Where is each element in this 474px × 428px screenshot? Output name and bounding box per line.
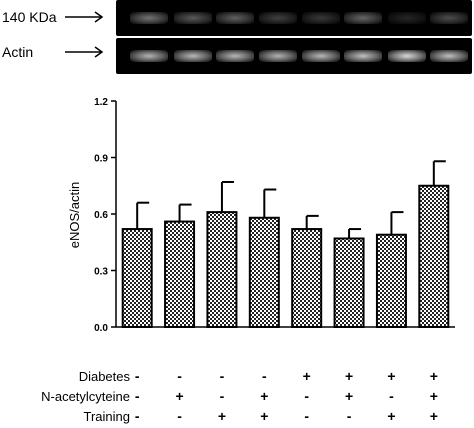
condition-minus-sign: - <box>304 388 310 404</box>
bar <box>333 237 365 329</box>
arrow-right-icon <box>65 46 104 58</box>
condition-minus-sign: - <box>304 408 310 424</box>
enos-band-3 <box>216 12 254 24</box>
bar <box>206 211 238 328</box>
condition-minus-sign: - <box>177 368 182 384</box>
enos-band-6 <box>344 12 382 24</box>
condition-minus-sign: - <box>219 388 225 404</box>
condition-minus-sign: - <box>389 388 394 404</box>
bar <box>418 184 450 328</box>
actin-band-6 <box>344 50 382 62</box>
y-axis-label: eNOS/actin <box>67 182 82 248</box>
bar-chart: 0.0 0.3 0.6 0.9 1.2 eNOS/actin <box>67 97 455 334</box>
bar <box>121 228 153 328</box>
condition-plus-sign: + <box>344 388 354 404</box>
condition-plus-sign: + <box>260 408 269 424</box>
y-tick-label: 0.3 <box>94 267 108 278</box>
y-tick-label: 0.9 <box>94 154 108 165</box>
condition-plus-sign: + <box>387 408 396 424</box>
condition-plus-sign: + <box>429 388 438 404</box>
actin-band-3 <box>216 50 254 62</box>
blot-strip-enos <box>116 0 472 36</box>
bar <box>248 216 280 328</box>
condition-minus-sign: - <box>134 368 140 384</box>
enos-band-2 <box>174 12 212 24</box>
condition-minus-sign: - <box>134 388 140 404</box>
condition-minus-sign: - <box>177 408 182 424</box>
condition-plus-sign: + <box>344 368 354 384</box>
enos-band-8 <box>430 12 468 24</box>
condition-minus-sign: - <box>261 368 267 384</box>
enos-band-4 <box>259 12 297 24</box>
actin-band-7 <box>388 50 426 62</box>
enos-band-7 <box>388 12 426 24</box>
blot-strip-actin <box>116 38 472 74</box>
y-tick-label: 0.0 <box>94 323 108 334</box>
actin-band-1 <box>130 50 168 62</box>
condition-label: Training <box>83 409 130 424</box>
blot-label-actin: Actin <box>2 44 34 60</box>
blot-label-140kda: 140 KDa <box>2 9 57 25</box>
y-tick-label: 1.2 <box>94 97 108 108</box>
enos-band-1 <box>130 12 168 24</box>
actin-band-5 <box>302 50 340 62</box>
y-tick-label: 0.6 <box>94 210 108 221</box>
condition-plus-sign: + <box>429 368 438 384</box>
bar <box>291 228 323 328</box>
condition-label: Diabetes <box>78 369 130 384</box>
actin-band-2 <box>174 50 212 62</box>
condition-plus-sign: + <box>260 388 269 404</box>
condition-plus-sign: + <box>175 388 184 404</box>
enos-band-5 <box>302 12 340 24</box>
condition-minus-sign: - <box>346 408 352 424</box>
condition-plus-sign: + <box>302 368 311 384</box>
condition-plus-sign: + <box>217 408 227 424</box>
condition-minus-sign: - <box>134 408 140 424</box>
actin-band-8 <box>430 50 468 62</box>
condition-minus-sign: - <box>219 368 225 384</box>
actin-band-4 <box>259 50 297 62</box>
condition-plus-sign: + <box>429 408 438 424</box>
condition-label: N-acetylcyteine <box>41 389 130 404</box>
arrow-right-icon <box>65 11 104 23</box>
bar <box>164 220 196 329</box>
condition-plus-sign: + <box>387 368 396 384</box>
bar <box>375 233 407 328</box>
